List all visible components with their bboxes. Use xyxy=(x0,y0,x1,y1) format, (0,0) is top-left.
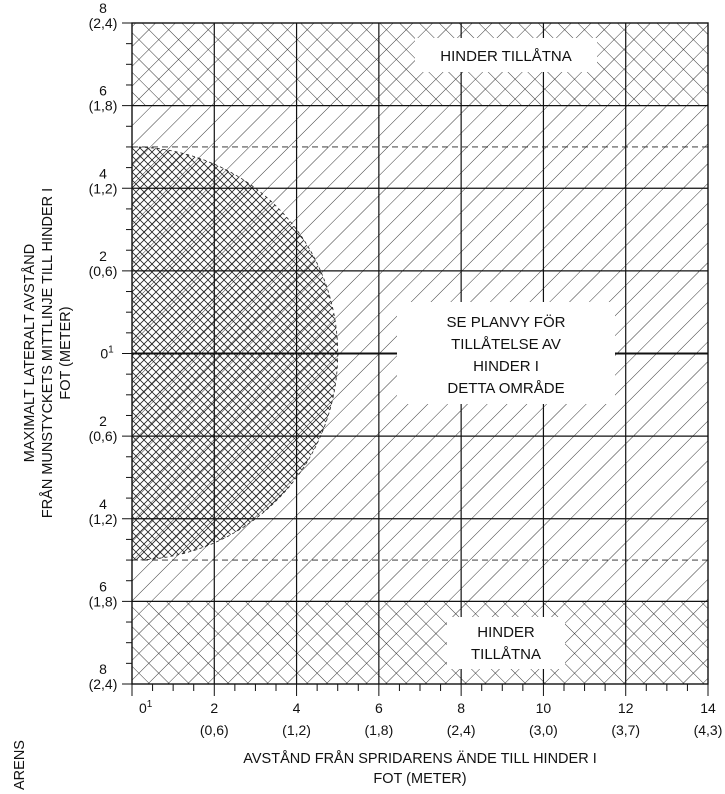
svg-text:DETTA OMRÅDE: DETTA OMRÅDE xyxy=(447,380,564,397)
svg-text:12: 12 xyxy=(618,700,634,716)
svg-text:FOT (METER): FOT (METER) xyxy=(58,306,74,399)
y-tick-label-neg6: 6(1,8) xyxy=(89,578,118,609)
svg-text:(2,4): (2,4) xyxy=(89,676,118,692)
svg-text:2: 2 xyxy=(99,248,107,264)
svg-text:AVSTÅND FRÅN SPRIDARENS ÄNDE T: AVSTÅND FRÅN SPRIDARENS ÄNDE TILL HINDER… xyxy=(243,750,596,767)
svg-text:(1,2): (1,2) xyxy=(282,722,311,738)
y-axis-tick-labels: 8(2,4)6(1,8)4(1,2)2(0,6)2(0,6)4(1,2)6(1,… xyxy=(89,0,118,692)
svg-text:(1,8): (1,8) xyxy=(364,722,393,738)
svg-text:(1,2): (1,2) xyxy=(89,511,118,527)
svg-text:4: 4 xyxy=(99,165,107,181)
svg-text:(1,8): (1,8) xyxy=(89,593,118,609)
svg-text:(3,7): (3,7) xyxy=(611,722,640,738)
note-plan-view: SE PLANVY FÖR TILLÅTELSE AV HINDER I DET… xyxy=(397,302,615,404)
svg-text:4: 4 xyxy=(293,700,301,716)
svg-text:10: 10 xyxy=(536,700,552,716)
svg-text:8: 8 xyxy=(99,0,107,16)
x-tick-label-10: 10 (3,0) xyxy=(529,700,558,738)
svg-text:(2,4): (2,4) xyxy=(89,15,118,31)
y-tick-label-neg8: 8(2,4) xyxy=(89,661,118,692)
note-top-allowed: HINDER TILLÅTNA xyxy=(415,38,597,72)
cropped-side-text: ARENS xyxy=(12,740,28,790)
x-tick-label-14: 14 (4,3) xyxy=(694,700,723,738)
svg-text:(2,4): (2,4) xyxy=(447,722,476,738)
svg-text:(1,2): (1,2) xyxy=(89,180,118,196)
y-tick-label-8: 8(2,4) xyxy=(89,0,118,31)
svg-text:6: 6 xyxy=(375,700,383,716)
x-axis-minor-ticks xyxy=(131,684,709,696)
svg-text:HINDER I: HINDER I xyxy=(473,358,539,375)
svg-text:(4,3): (4,3) xyxy=(694,722,723,738)
svg-text:(0,6): (0,6) xyxy=(89,263,118,279)
svg-text:4: 4 xyxy=(99,496,107,512)
svg-text:(3,0): (3,0) xyxy=(529,722,558,738)
svg-text:HINDER TILLÅTNA: HINDER TILLÅTNA xyxy=(440,48,571,65)
svg-text:FRÅN MUNSTYCKETS MITTLINJE TIL: FRÅN MUNSTYCKETS MITTLINJE TILL HINDER I xyxy=(39,188,56,518)
svg-text:6: 6 xyxy=(99,83,107,99)
svg-text:FOT (METER): FOT (METER) xyxy=(373,771,466,787)
svg-text:6: 6 xyxy=(99,578,107,594)
svg-text:HINDER: HINDER xyxy=(477,624,535,641)
y-axis-title: MAXIMALT LATERALT AVSTÅND FRÅN MUNSTYCKE… xyxy=(21,188,74,518)
svg-text:(0,6): (0,6) xyxy=(89,428,118,444)
bottom-allowed-band-hatching xyxy=(132,601,708,684)
note-bottom-allowed: HINDER TILLÅTNA xyxy=(447,617,565,669)
svg-text:(0,6): (0,6) xyxy=(200,722,229,738)
svg-text:8: 8 xyxy=(99,661,107,677)
x-axis-tick-labels: 2 (0,6) 4 (1,2) 6 (1,8) 8 (2,4) 10 (3,0) 12 (3,7) 14… xyxy=(139,699,722,738)
x-tick-label-4: 4 (1,2) xyxy=(282,700,311,738)
x-tick-label-0: 01 xyxy=(139,699,153,716)
y-tick-label-2: 2(0,6) xyxy=(89,248,118,279)
y-axis-minor-ticks xyxy=(122,22,132,685)
svg-text:TILLÅTELSE AV: TILLÅTELSE AV xyxy=(451,336,561,353)
x-tick-label-8: 8 (2,4) xyxy=(447,700,476,738)
svg-text:MAXIMALT LATERALT AVSTÅND: MAXIMALT LATERALT AVSTÅND xyxy=(21,244,38,462)
y-tick-label-neg2: 2(0,6) xyxy=(89,413,118,444)
y-tick-label-4: 4(1,2) xyxy=(89,165,118,196)
y-tick-label-neg4: 4(1,2) xyxy=(89,496,118,527)
svg-text:TILLÅTNA: TILLÅTNA xyxy=(471,646,541,663)
y-tick-label-0: 01 xyxy=(100,345,114,362)
svg-text:(1,8): (1,8) xyxy=(89,98,118,114)
x-axis-title: AVSTÅND FRÅN SPRIDARENS ÄNDE TILL HINDER… xyxy=(243,750,596,787)
svg-text:2: 2 xyxy=(99,413,107,429)
x-tick-label-2: 2 (0,6) xyxy=(200,700,229,738)
x-tick-label-6: 6 (1,8) xyxy=(364,700,393,738)
y-tick-label-6: 6(1,8) xyxy=(89,83,118,114)
svg-text:14: 14 xyxy=(700,700,716,716)
x-tick-label-12: 12 (3,7) xyxy=(611,700,640,738)
svg-text:8: 8 xyxy=(457,700,465,716)
svg-text:2: 2 xyxy=(210,700,218,716)
svg-text:SE PLANVY FÖR: SE PLANVY FÖR xyxy=(447,313,566,331)
